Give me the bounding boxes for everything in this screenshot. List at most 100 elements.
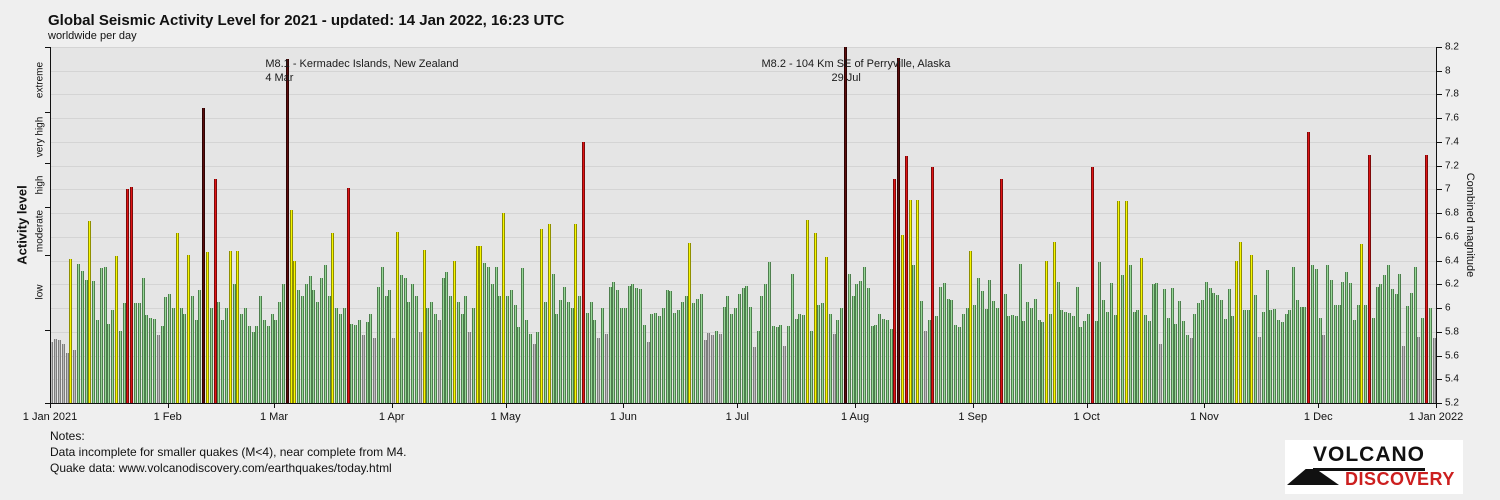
logo-text-discovery: DISCOVERY [1345,469,1455,489]
bar [870,325,874,403]
bar [859,280,863,403]
bar [1364,304,1368,403]
bar [342,308,346,403]
bar [931,166,935,403]
bar [1280,322,1284,403]
bar [278,302,282,403]
left-axis-tick [45,403,50,404]
bar [642,324,646,403]
bar [1147,321,1151,403]
bar [957,327,961,403]
bar [688,242,692,403]
bar [1060,310,1064,403]
bar [866,287,870,403]
bar [403,278,407,403]
bar [289,209,293,403]
right-axis-tick-label: 8 [1445,65,1451,77]
bar [749,306,753,403]
bar [433,314,437,403]
bar [714,330,718,403]
bar [445,272,449,403]
gridline [50,47,1436,48]
bar [597,337,601,403]
bar [1208,287,1212,403]
x-axis-tick [855,403,857,408]
bar [365,322,369,403]
bar [699,293,703,403]
bar [69,259,73,403]
bar [430,302,434,403]
right-axis-tick [1436,403,1442,404]
bar [422,249,426,403]
right-axis-tick-label: 5.8 [1445,326,1459,338]
bar [563,286,567,403]
bar [80,271,84,403]
bar [752,347,756,403]
bar [999,178,1003,403]
right-axis-tick-label: 6.8 [1445,207,1459,219]
plot-area [50,47,1436,403]
bar [676,310,680,403]
bar [851,296,855,403]
bar [813,233,817,403]
bar [1117,201,1121,403]
bar [331,233,335,403]
bar [437,319,441,403]
bar [889,329,893,403]
bar [836,319,840,403]
bar [399,274,403,403]
bar [787,325,791,403]
bar [665,290,669,403]
bar [1079,327,1083,403]
volcano-icon [1287,469,1339,485]
bar [156,335,160,403]
bar [954,324,958,403]
annotation-perryville-line1: M8.2 - 104 Km SE of Perryville, Alaska [761,58,951,70]
bar [1352,319,1356,403]
bar [1379,284,1383,403]
bar [137,303,141,403]
left-axis-title: Activity level [14,185,30,265]
bar [582,141,585,403]
gridline [50,94,1436,96]
bar [103,266,107,403]
bar [574,223,578,403]
bar [213,178,217,403]
bar [464,296,468,403]
bar [695,298,699,403]
bar [1094,321,1098,403]
bar [274,319,278,403]
bar [828,314,832,403]
bar [1314,268,1318,403]
bar [1159,343,1163,403]
bar [950,299,954,403]
bar [1151,284,1155,403]
bar [657,316,661,403]
bar [779,324,783,403]
bar [760,296,764,403]
bar [171,308,175,403]
bar [1368,155,1372,403]
right-axis-tick-label: 7.8 [1445,88,1459,100]
bar [449,296,453,403]
bar [350,323,354,403]
x-axis-tick [737,403,739,408]
bar [388,290,392,403]
bar [1394,293,1398,403]
bar [544,302,548,403]
left-axis-tick [45,255,50,256]
x-axis-label: 1 Aug [840,411,870,423]
bar [919,300,923,403]
bar [733,308,737,403]
bar [460,314,464,403]
bar [817,304,821,403]
annotation-perryville-date: 29 Jul [831,72,861,84]
bar [266,325,270,403]
bar [1227,289,1231,403]
bar [1216,295,1220,403]
bar [392,337,396,403]
bar [316,302,320,403]
bar [1136,310,1140,403]
bar [1075,286,1079,403]
bar [1242,310,1246,403]
